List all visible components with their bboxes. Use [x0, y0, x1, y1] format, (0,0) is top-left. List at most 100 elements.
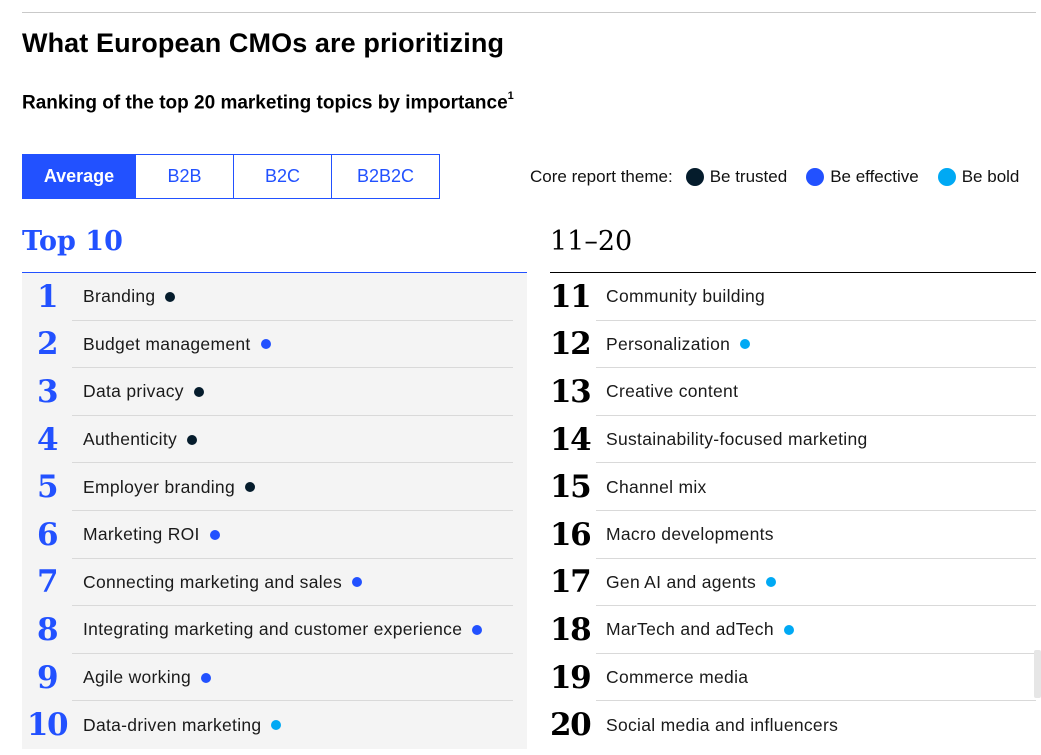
topic-label: Agile working: [83, 667, 191, 688]
column-header-top-10: Top 10: [22, 226, 123, 257]
legend-label: Be trusted: [709, 167, 788, 186]
row-divider: [72, 319, 513, 321]
ranking-row: 15 Channel mix: [550, 463, 1036, 511]
theme-dot-icon: [193, 386, 204, 397]
ranking-row: 3 Data privacy: [22, 368, 527, 416]
topic-label: Macro developments: [606, 524, 774, 545]
legend-title: Core report theme:: [530, 167, 673, 186]
row-divider: [596, 414, 1036, 416]
rank-number: 16: [550, 516, 592, 553]
legend-dot-icon: [806, 168, 825, 186]
row-divider: [596, 367, 1036, 369]
column-header-11-20: 11–20: [550, 226, 633, 257]
ranking-row: 5 Employer branding: [22, 463, 527, 511]
topic-label: Integrating marketing and customer exper…: [83, 619, 463, 640]
rank-number: 1: [36, 278, 59, 315]
tab-average[interactable]: Average: [22, 154, 136, 199]
topic-label: Budget management: [83, 333, 251, 354]
rank-number: 12: [550, 326, 592, 363]
ranking-row: 17 Gen AI and agents: [550, 559, 1036, 607]
ranking-row: 2 Budget management: [22, 321, 527, 369]
scroll-edge[interactable]: [1034, 650, 1041, 698]
column-rule-left: [22, 272, 527, 273]
tab-b2c[interactable]: B2C: [234, 154, 332, 199]
theme-dot-icon: [783, 624, 794, 635]
topic-label: Sustainability-focused marketing: [606, 429, 868, 450]
rank-number: 2: [36, 326, 59, 363]
topic-label: Commerce media: [606, 667, 749, 688]
legend-item-effective: Be effective: [806, 167, 919, 187]
theme-dot-icon: [245, 482, 255, 493]
ranking-row: 6 Marketing ROI: [22, 511, 527, 559]
row-divider: [72, 462, 513, 464]
theme-dot-icon: [352, 577, 363, 588]
tab-label: B2B2C: [356, 166, 415, 186]
rank-number: 7: [36, 564, 59, 601]
ranking-row: 16 Macro developments: [550, 511, 1036, 559]
rank-number: 5: [36, 469, 59, 506]
theme-dot-icon: [209, 529, 220, 540]
subtitle-text: Ranking of the top 20 marketing topics b…: [22, 92, 508, 114]
topic-label: Authenticity: [83, 429, 178, 450]
topic-label: Creative content: [606, 381, 739, 402]
ranking-row: 7 Connecting marketing and sales: [22, 559, 527, 607]
row-divider: [596, 319, 1036, 321]
topic-label: Gen AI and agents: [606, 571, 757, 592]
tab-b2b[interactable]: B2B: [136, 154, 234, 199]
row-divider: [72, 509, 513, 511]
ranking-row: 19 Commerce media: [550, 654, 1036, 702]
ranking-row: 1 Branding: [22, 273, 527, 321]
rank-number: 15: [550, 469, 592, 506]
rank-number: 4: [36, 421, 59, 458]
ranking-list-11-20: 11 Community building 12 Personalization 13 C…: [550, 273, 1036, 749]
rank-number: 18: [550, 611, 592, 648]
theme-legend: Core report theme: Be trusted Be effecti…: [530, 166, 1019, 188]
tab-label: B2B: [167, 166, 202, 186]
ranking-row: 8 Integrating marketing and customer expe…: [22, 606, 527, 654]
row-divider: [72, 605, 513, 607]
row-divider: [72, 557, 513, 559]
rank-number: 20: [550, 707, 592, 744]
tab-label: Average: [43, 166, 115, 186]
legend-item-bold: Be bold: [937, 167, 1020, 187]
rank-number: 3: [36, 373, 59, 410]
legend-item-trusted: Be trusted: [685, 167, 788, 187]
rank-number: 14: [550, 421, 592, 458]
topic-label: Channel mix: [606, 476, 707, 497]
ranking-row: 13 Creative content: [550, 368, 1036, 416]
column-rule-right: [550, 272, 1036, 273]
rank-number: 6: [36, 516, 59, 553]
row-divider: [596, 462, 1036, 464]
tab-b2b2c[interactable]: B2B2C: [332, 154, 440, 199]
topic-label: Employer branding: [83, 476, 235, 497]
legend-dot-icon: [937, 168, 956, 186]
topic-label: Community building: [606, 286, 766, 307]
legend-label: Be effective: [830, 167, 919, 186]
row-divider: [596, 700, 1036, 702]
theme-dot-icon: [200, 672, 211, 683]
page-subtitle: Ranking of the top 20 marketing topics b…: [22, 90, 514, 114]
ranking-row: 14 Sustainability-focused marketing: [550, 416, 1036, 464]
row-divider: [72, 652, 513, 654]
ranking-row: 11 Community building: [550, 273, 1036, 321]
rank-number: 11: [550, 278, 592, 315]
ranking-row: 12 Personalization: [550, 321, 1036, 369]
page-title: What European CMOs are prioritizing: [22, 28, 505, 58]
row-divider: [72, 414, 513, 416]
theme-dot-icon: [187, 434, 198, 445]
row-divider: [596, 509, 1036, 511]
topic-label: Data privacy: [83, 381, 184, 402]
theme-dot-icon: [472, 624, 483, 635]
rank-number: 9: [36, 659, 59, 696]
theme-dot-icon: [260, 339, 271, 350]
footnote-marker: 1: [507, 90, 514, 102]
topic-label: MarTech and adTech: [606, 619, 774, 640]
theme-dot-icon: [271, 720, 282, 731]
rank-number: 8: [36, 611, 59, 648]
ranking-row: 10 Data-driven marketing: [22, 701, 527, 749]
theme-dot-icon: [740, 339, 751, 350]
ranking-row: 20 Social media and influencers: [550, 701, 1036, 749]
ranking-list-top-10: 1 Branding 2 Budget management 3 Data privacy…: [22, 273, 527, 749]
rank-number: 19: [550, 659, 592, 696]
legend-label: Be bold: [961, 167, 1020, 186]
